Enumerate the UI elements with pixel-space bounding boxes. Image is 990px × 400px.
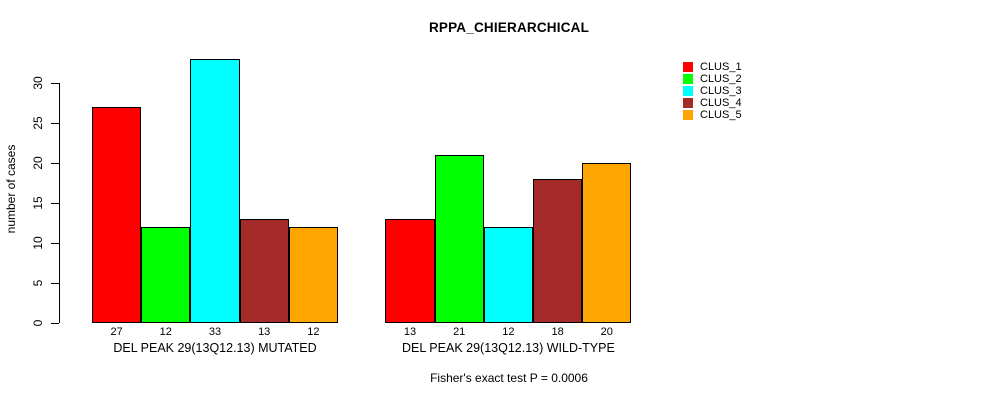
y-axis-tick	[51, 243, 59, 244]
group-label: DEL PEAK 29(13Q12.13) MUTATED	[113, 341, 317, 355]
legend-label: CLUS_2	[700, 73, 742, 85]
y-axis-tick	[51, 123, 59, 124]
bar-value-label: 20	[600, 326, 613, 338]
legend-swatch	[683, 74, 693, 84]
y-axis-tick-label: 5	[31, 279, 45, 287]
legend-item: CLUS_1	[683, 61, 742, 73]
y-axis-tick	[51, 323, 59, 324]
legend-item: CLUS_5	[683, 109, 742, 121]
y-axis-label: number of cases	[4, 144, 18, 234]
y-axis-tick-label: 10	[31, 236, 45, 250]
y-axis-tick	[51, 163, 59, 164]
legend-item: CLUS_4	[683, 97, 742, 109]
y-axis-tick-label: 0	[31, 319, 45, 327]
bar-value-label: 12	[307, 326, 320, 338]
bar	[141, 227, 191, 323]
y-axis-tick	[51, 83, 59, 84]
bar-value-label: 33	[208, 326, 222, 338]
bar-value-label: 12	[159, 326, 172, 338]
bar	[385, 219, 435, 323]
legend-item: CLUS_3	[683, 85, 742, 97]
y-axis-tick-label: 25	[31, 116, 45, 130]
bar	[239, 219, 289, 323]
legend: CLUS_1 CLUS_2 CLUS_3 CLUS_4 CLUS_5	[683, 61, 742, 121]
legend-label: CLUS_5	[700, 109, 742, 121]
bar	[92, 107, 142, 323]
bar-value-label: 12	[502, 326, 515, 338]
bar	[483, 227, 533, 323]
legend-swatch	[683, 86, 693, 96]
y-axis-tick-label: 20	[31, 156, 45, 170]
bar-value-label: 13	[258, 326, 271, 338]
bar	[434, 155, 484, 323]
bar-value-label: 18	[551, 326, 564, 338]
y-axis-tick-label: 30	[31, 76, 45, 90]
legend-swatch	[683, 98, 693, 108]
bar	[288, 227, 338, 323]
chart-title: RPPA_CHIERARCHICAL	[428, 20, 590, 35]
y-axis-tick	[51, 283, 59, 284]
bar-value-label: 27	[110, 326, 123, 338]
caption: Fisher's exact test P = 0.0006	[430, 371, 588, 385]
legend-swatch	[683, 110, 693, 120]
legend-label: CLUS_1	[700, 61, 742, 73]
group-label: DEL PEAK 29(13Q12.13) WILD-TYPE	[401, 341, 615, 355]
legend-label: CLUS_3	[700, 85, 742, 97]
bar-value-label: 21	[453, 326, 466, 338]
bar	[582, 163, 632, 323]
y-axis-tick-label: 15	[31, 196, 45, 210]
legend-item: CLUS_2	[683, 73, 742, 85]
bar	[533, 179, 583, 323]
bar	[190, 59, 240, 323]
bar-value-label: 13	[403, 326, 417, 338]
y-axis-line	[59, 83, 60, 323]
y-axis-tick	[51, 203, 59, 204]
legend-label: CLUS_4	[700, 97, 742, 109]
legend-swatch	[683, 62, 693, 72]
